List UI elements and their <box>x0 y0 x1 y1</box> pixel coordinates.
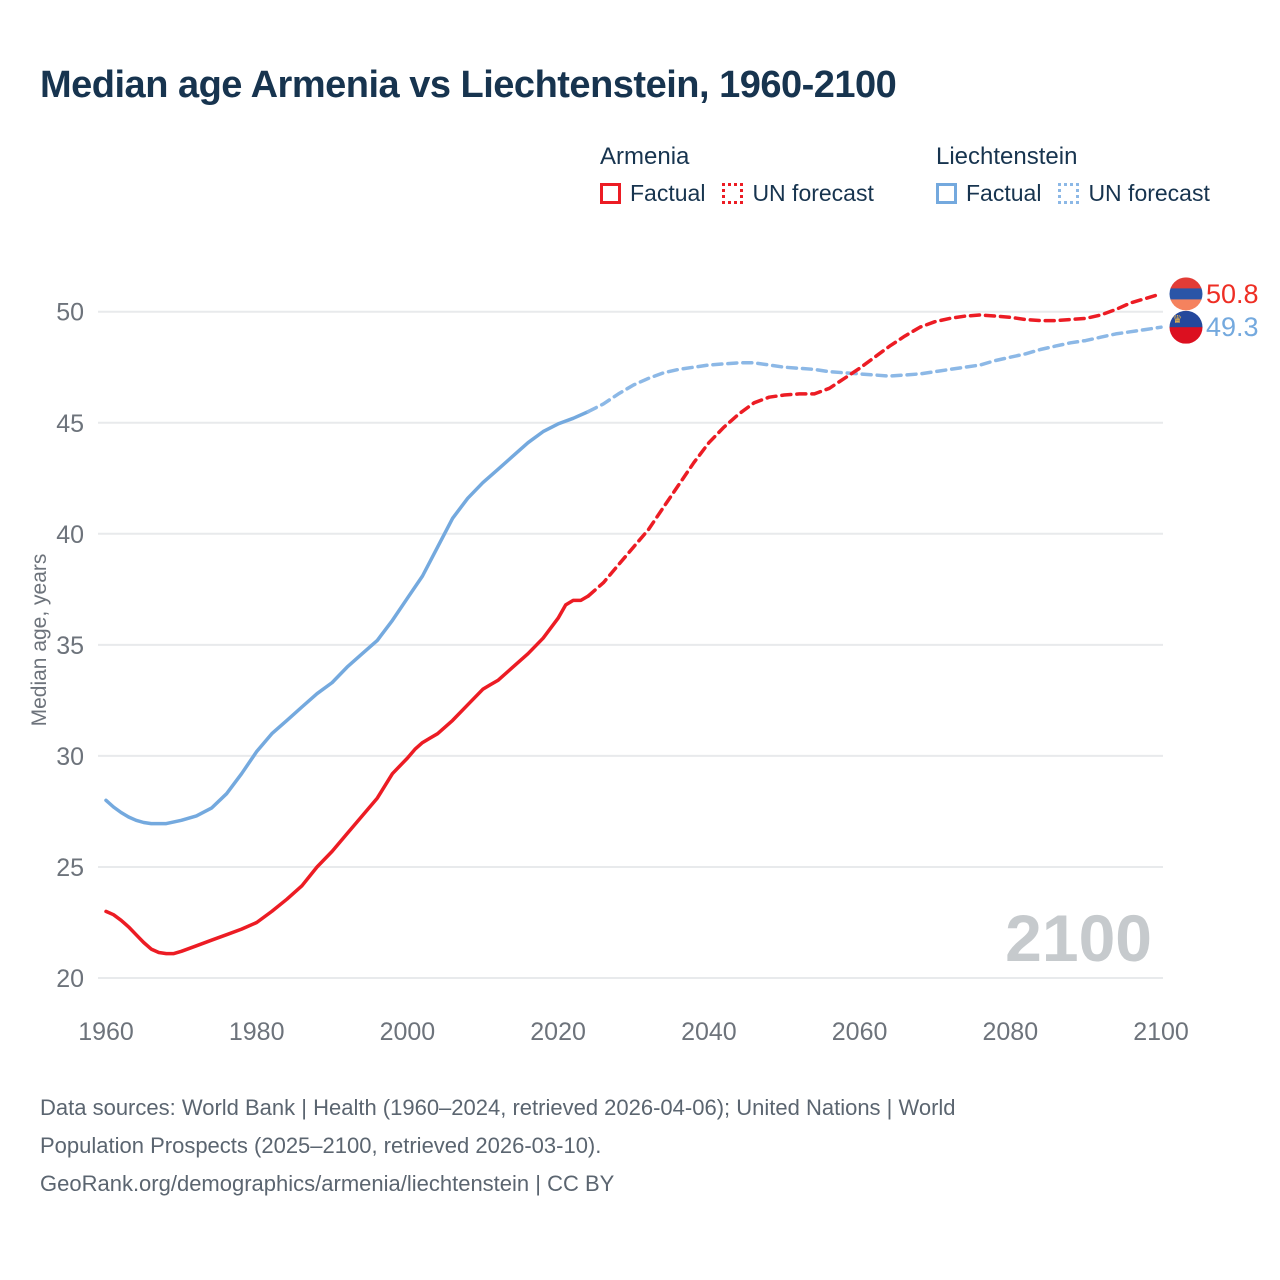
series-line-armenia-factual <box>104 594 591 956</box>
legend-items-liechtenstein: Factual UN forecast <box>936 180 1210 207</box>
y-tick-label: 30 <box>56 743 84 771</box>
footer-line-url: GeoRank.org/demographics/armenia/liechte… <box>40 1171 615 1196</box>
x-tick-label: 2020 <box>530 1018 586 1046</box>
legend-item-liechtenstein-forecast: UN forecast <box>1058 180 1210 207</box>
legend-items-armenia: Factual UN forecast <box>600 180 874 207</box>
footer-line-sources: Data sources: World Bank | Health (1960–… <box>40 1095 956 1120</box>
footer-line-sources-2: Population Prospects (2025–2100, retriev… <box>40 1133 602 1158</box>
crown-icon: ♛ <box>1173 314 1183 326</box>
legend-group-title-liechtenstein: Liechtenstein <box>936 143 1078 170</box>
y-tick-label: 40 <box>56 521 84 549</box>
x-tick-label: 1980 <box>229 1018 285 1046</box>
legend-item-label: UN forecast <box>1088 180 1210 206</box>
y-tick-label: 35 <box>56 632 84 660</box>
liechtenstein-forecast-swatch-icon <box>1058 183 1080 204</box>
y-axis-title: Median age, years <box>28 554 51 727</box>
liechtenstein-factual-swatch-icon <box>936 183 957 204</box>
gridlines <box>98 310 1163 979</box>
armenia-factual-swatch-icon <box>600 183 621 204</box>
x-tick-label: 2080 <box>982 1018 1038 1046</box>
y-axis-tick-labels: 20 25 30 35 40 45 50 <box>56 299 84 993</box>
legend-group-liechtenstein: Liechtenstein Factual UN forecast <box>936 143 1210 207</box>
x-tick-label: 2000 <box>380 1018 436 1046</box>
legend: Armenia Factual UN forecast Liechtenstei… <box>0 143 1280 227</box>
y-tick-label: 20 <box>56 965 84 993</box>
legend-group-title-armenia: Armenia <box>600 143 690 170</box>
legend-item-liechtenstein-factual: Factual <box>936 180 1041 207</box>
series-line-armenia-forecast <box>586 292 1163 598</box>
x-tick-label: 1960 <box>78 1018 134 1046</box>
series-line-liechtenstein-forecast <box>586 325 1163 414</box>
legend-item-label: UN forecast <box>752 180 874 206</box>
x-tick-label: 2040 <box>681 1018 737 1046</box>
footer-attribution: Data sources: World Bank | Health (1960–… <box>40 1089 1200 1203</box>
legend-item-label: Factual <box>630 180 706 206</box>
armenia-flag-icon <box>1169 277 1203 311</box>
y-tick-label: 50 <box>56 299 84 327</box>
y-tick-label: 25 <box>56 854 84 882</box>
legend-item-armenia-factual: Factual <box>600 180 705 207</box>
x-tick-label: 2060 <box>832 1018 888 1046</box>
legend-item-label: Factual <box>966 180 1042 206</box>
legend-group-armenia: Armenia Factual UN forecast <box>600 143 874 207</box>
armenia-forecast-swatch-icon <box>722 183 744 204</box>
end-value-label-armenia: 50.8 <box>1206 279 1259 309</box>
watermark-year: 2100 <box>1005 901 1152 975</box>
x-axis-tick-labels: 1960 1980 2000 2020 2040 2060 2080 2100 <box>78 1018 1189 1046</box>
y-tick-label: 45 <box>56 410 84 438</box>
liechtenstein-flag-icon: ♛ <box>1169 310 1203 344</box>
chart-title: Median age Armenia vs Liechtenstein, 196… <box>40 64 897 106</box>
legend-item-armenia-forecast: UN forecast <box>722 180 874 207</box>
x-tick-label: 2100 <box>1133 1018 1189 1046</box>
series-line-liechtenstein-factual <box>104 409 591 826</box>
end-value-label-liechtenstein: 49.3 <box>1206 312 1259 342</box>
